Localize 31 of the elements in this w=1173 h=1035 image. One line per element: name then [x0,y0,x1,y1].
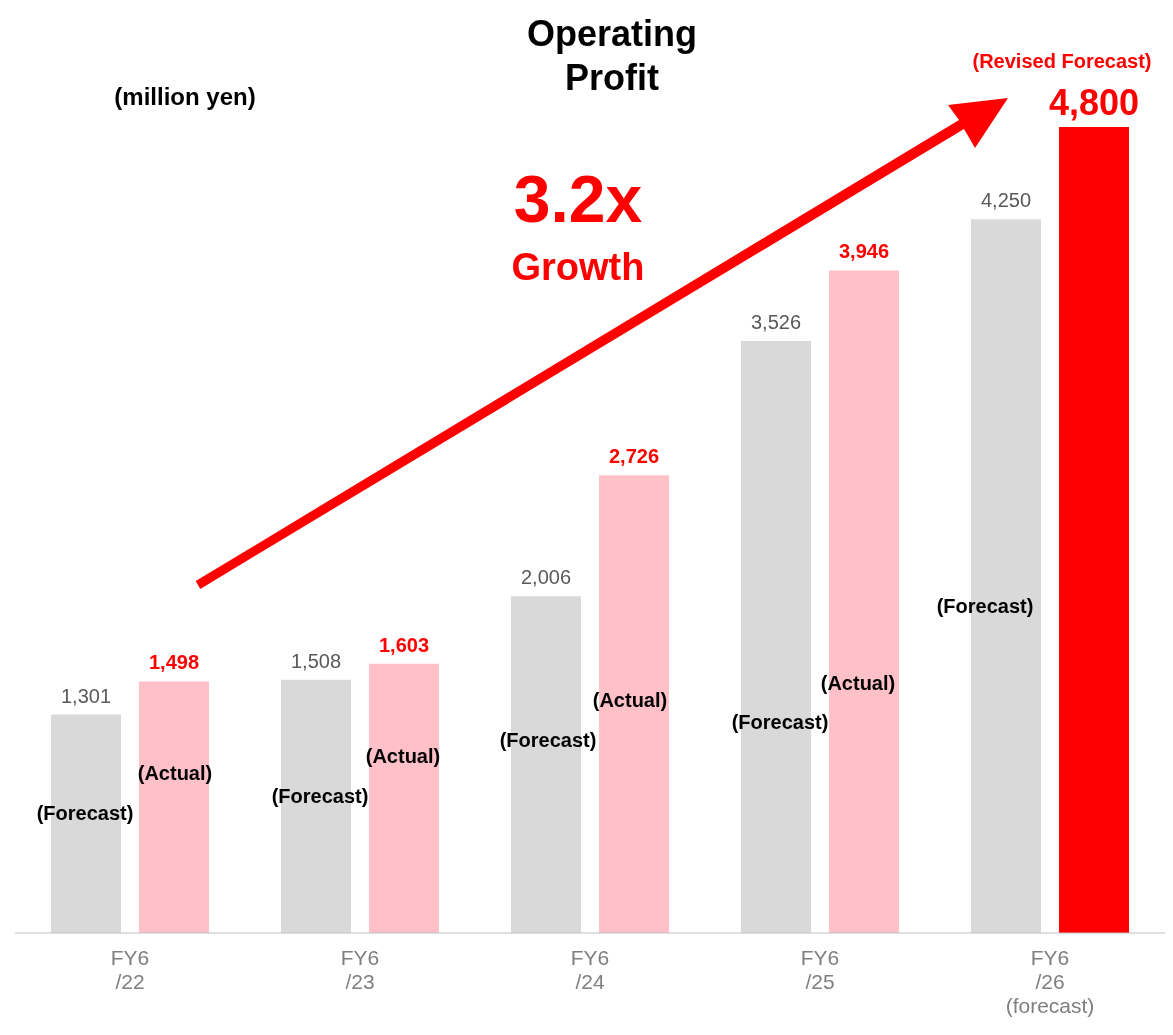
data-label: 1,508 [290,649,342,672]
data-label: 1,301 [60,684,112,707]
bar [139,681,209,933]
data-label: 2,006 [520,566,572,589]
annotation: (Forecast) [499,729,597,751]
annotation: (Forecast) [935,594,1035,618]
data-label: 3,946 [838,240,890,263]
data-label: 4,250 [980,189,1032,212]
bar [1059,127,1129,933]
annotation: 3.2x [512,161,644,239]
data-label: 3,526 [750,310,802,333]
annotation: (Actual) [819,671,897,695]
annotation: (Actual) [365,745,441,767]
annotation: (Forecast) [730,710,830,734]
annotation: (Actual) [591,688,669,712]
chart-title: Operating Profit [526,12,698,100]
data-label: 2,726 [608,445,660,468]
annotation: (Forecast) [35,801,135,825]
data-label: 1,603 [378,633,430,656]
annotation: Growth [510,245,646,291]
data-label: 4,800 [1048,82,1140,123]
x-tick-label: FY6 /22 [110,946,150,993]
annotation: (Actual) [136,761,214,785]
x-tick-label: FY6 /24 [570,946,610,993]
text: (Revised Forecast) [971,49,1153,73]
data-label: 1,498 [148,651,200,674]
x-tick-label: FY6 /26 (forecast) [1005,946,1095,1017]
annotation: (Forecast) [270,784,370,808]
x-tick-label: FY6 /23 [340,946,380,993]
x-tick-label: FY6 /25 [800,946,840,993]
text: (million yen) [113,82,257,112]
